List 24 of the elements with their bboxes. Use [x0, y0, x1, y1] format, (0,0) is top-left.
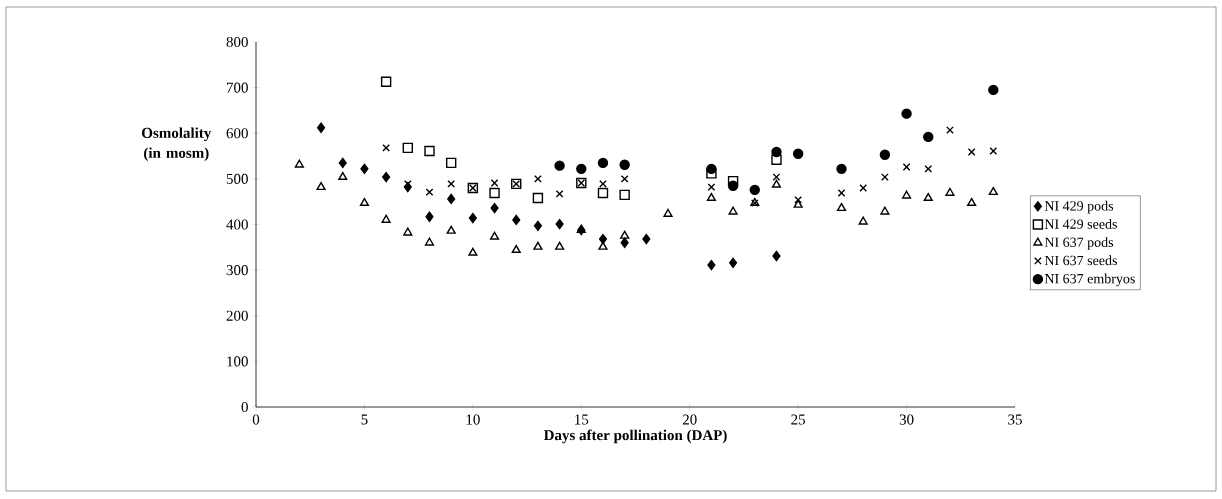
legend-label: NI 637 pods: [1044, 237, 1114, 250]
y-tick-label: 200: [226, 310, 248, 321]
y-tick-label: 100: [227, 356, 248, 367]
legend-label: NI 429 pods: [1044, 200, 1114, 214]
y-tick-label: 300: [226, 265, 248, 276]
x-tick-label: 0: [252, 414, 260, 425]
legend-label: NI 429 seeds: [1044, 218, 1117, 229]
y-axis-title: Osmolality (in mosm): [142, 127, 212, 161]
x-tick-label: 15: [575, 414, 589, 425]
x-tick-label: 5: [361, 414, 368, 425]
legend-label: NI 637 embryos: [1044, 273, 1135, 287]
x-tick-label: 10: [466, 414, 480, 425]
legend-label: NI 637 seeds: [1044, 255, 1117, 266]
x-tick-label: 25: [791, 414, 806, 425]
x-tick-label: 35: [1008, 414, 1022, 425]
x-tick-label: 20: [682, 414, 697, 425]
x-axis-title: Days after pollination (DAP): [543, 429, 727, 444]
y-tick-label: 0: [241, 401, 248, 413]
y-tick-label: 500: [226, 173, 248, 184]
x-tick-label: 30: [899, 414, 914, 425]
y-tick-label: 400: [226, 219, 248, 230]
y-tick-label: 700: [226, 82, 248, 93]
y-tick-label: 600: [226, 128, 248, 139]
y-tick-label: 800: [226, 36, 248, 48]
